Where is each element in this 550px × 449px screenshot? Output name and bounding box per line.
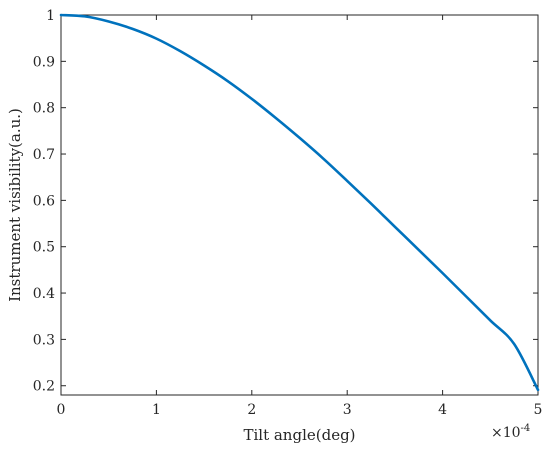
x-axis-exponent-base: ×10	[491, 425, 521, 441]
x-axis-label: Tilt angle(deg)	[243, 426, 355, 444]
series-line	[59, 13, 540, 392]
x-tick-label: 2	[247, 402, 256, 418]
y-axis-ticks: 0.2 0.3 0.4 0.5 0.6 0.7 0.8 0.9 1	[33, 8, 538, 395]
y-tick-label: 0.9	[33, 54, 55, 70]
y-tick-label: 0.3	[33, 332, 55, 348]
y-tick-label: 0.2	[33, 379, 55, 395]
x-tick-label: 3	[343, 402, 352, 418]
y-tick-label: 0.5	[33, 240, 55, 256]
x-tick-label: 0	[57, 402, 66, 418]
y-tick-label: 1	[46, 8, 55, 24]
y-tick-label: 0.6	[33, 193, 55, 209]
y-tick-label: 0.7	[33, 147, 55, 163]
y-tick-label: 0.4	[33, 286, 55, 302]
x-axis-exponent-power: -4	[521, 423, 531, 434]
x-axis-exponent-label: ×10-4	[491, 423, 530, 441]
x-tick-label: 4	[438, 402, 447, 418]
x-tick-label: 1	[152, 402, 161, 418]
y-axis-label: Instrument visibility(a.u.)	[6, 108, 24, 302]
plot-area-frame	[60, 14, 539, 396]
x-axis-ticks: 0 1 2 3 4 5	[57, 15, 543, 418]
y-tick-label: 0.8	[33, 101, 55, 117]
x-tick-label: 5	[534, 402, 543, 418]
